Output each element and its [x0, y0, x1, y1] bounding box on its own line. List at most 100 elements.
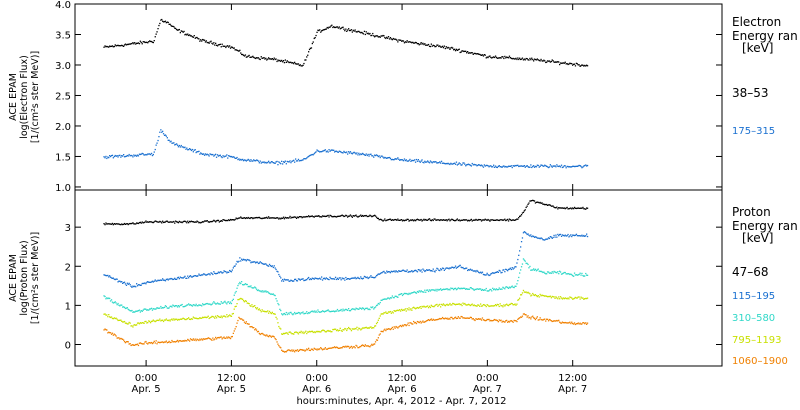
data-point	[499, 303, 501, 305]
data-point	[168, 307, 170, 309]
data-point	[521, 57, 524, 59]
data-point	[468, 317, 471, 319]
data-point	[330, 347, 332, 349]
data-point	[486, 318, 488, 321]
data-point	[573, 206, 576, 209]
data-point	[308, 278, 311, 281]
data-point	[115, 223, 117, 225]
data-point	[152, 153, 154, 156]
data-point	[175, 143, 177, 146]
data-point	[514, 285, 516, 287]
data-point	[197, 305, 199, 307]
data-point	[520, 316, 522, 318]
data-point	[342, 346, 344, 348]
data-point	[467, 317, 469, 319]
data-point	[560, 297, 563, 299]
data-point	[504, 271, 506, 273]
data-point	[197, 151, 199, 153]
data-point	[130, 285, 132, 287]
data-point	[551, 166, 553, 168]
data-point	[198, 273, 200, 275]
data-point	[536, 201, 538, 203]
data-point	[432, 318, 434, 320]
data-point	[105, 274, 107, 277]
data-point	[458, 265, 460, 267]
data-point	[273, 313, 275, 315]
data-point	[522, 313, 525, 315]
data-point	[357, 30, 359, 33]
data-point	[428, 289, 431, 291]
data-point	[178, 340, 180, 342]
data-point	[290, 311, 292, 314]
data-point	[296, 332, 299, 334]
data-point	[495, 219, 498, 221]
data-point	[546, 273, 548, 275]
data-point	[447, 46, 449, 49]
data-point	[364, 307, 366, 310]
data-point	[519, 317, 521, 319]
data-point	[174, 27, 176, 29]
data-point	[307, 216, 309, 218]
data-point	[143, 308, 145, 310]
data-point	[203, 220, 206, 222]
data-point	[419, 161, 421, 163]
data-point	[215, 221, 217, 223]
data-point	[316, 311, 318, 313]
data-point	[493, 272, 495, 274]
data-point	[214, 220, 216, 222]
data-point	[275, 268, 277, 271]
data-point	[569, 296, 571, 298]
data-point	[196, 151, 198, 153]
data-point	[572, 165, 574, 167]
data-point	[441, 304, 444, 306]
data-point	[375, 304, 378, 307]
data-point	[176, 277, 179, 279]
data-point	[573, 234, 576, 237]
data-point	[539, 317, 541, 319]
data-point	[361, 278, 364, 280]
data-point	[153, 320, 155, 322]
data-point	[581, 323, 583, 325]
data-point	[493, 319, 495, 321]
data-point	[425, 270, 427, 272]
data-point	[142, 282, 144, 285]
data-point	[461, 164, 463, 166]
data-point	[198, 222, 200, 224]
data-point	[283, 218, 286, 220]
data-point	[202, 39, 205, 41]
data-point	[282, 163, 284, 165]
data-point	[399, 219, 401, 221]
data-point	[204, 338, 207, 340]
data-point	[310, 278, 313, 281]
data-point	[449, 289, 451, 291]
data-point	[483, 304, 485, 306]
data-point	[202, 339, 204, 341]
data-point	[296, 216, 299, 218]
data-point	[497, 57, 499, 59]
data-point	[296, 63, 299, 65]
data-point	[466, 317, 468, 319]
data-point	[121, 44, 123, 46]
x-axis-label: hours:minutes, Apr. 4, 2012 - Apr. 7, 20…	[296, 396, 506, 407]
data-point	[457, 266, 459, 268]
y-axis-label: log(Electron Flux)	[19, 55, 30, 139]
data-point	[383, 312, 385, 314]
data-point	[580, 274, 582, 276]
data-point	[419, 306, 421, 308]
data-point	[387, 37, 389, 39]
data-point	[225, 316, 227, 318]
data-point	[210, 316, 212, 318]
data-point	[187, 33, 189, 35]
data-point	[412, 159, 414, 162]
data-point	[157, 139, 159, 142]
data-point	[217, 336, 220, 339]
data-point	[232, 332, 234, 334]
data-point	[389, 310, 392, 313]
data-point	[251, 56, 253, 58]
data-point	[573, 275, 575, 277]
data-point	[474, 305, 476, 307]
data-point	[265, 263, 267, 265]
data-point	[134, 311, 136, 313]
data-point	[401, 309, 404, 312]
data-point	[337, 347, 339, 349]
